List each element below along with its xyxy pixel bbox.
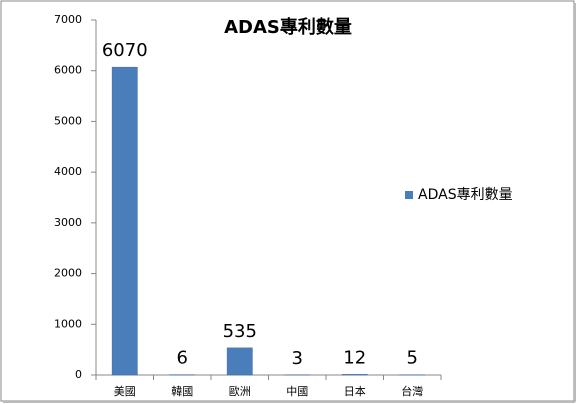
y-tick-label: 4000: [54, 165, 82, 178]
data-label: 5: [407, 348, 418, 369]
x-tick-label: 台灣: [401, 384, 423, 398]
bar: [226, 347, 253, 376]
y-tick-label: 2000: [54, 267, 82, 280]
legend-label: ADAS專利數量: [418, 187, 513, 203]
x-tick-label: 韓國: [171, 385, 193, 398]
data-label: 3: [292, 348, 303, 369]
data-label: 12: [343, 347, 366, 368]
y-tick-label: 6000: [54, 64, 82, 77]
bar: [111, 66, 138, 376]
x-tick-label: 日本: [344, 384, 366, 398]
x-tick-label: 中國: [286, 385, 308, 398]
y-tick-label: 1000: [54, 317, 82, 330]
data-label: 535: [223, 321, 257, 342]
y-tick-label: 0: [75, 368, 82, 381]
x-tick-label: 美國: [114, 385, 136, 398]
chart-title: ADAS專利數量: [224, 16, 352, 38]
data-label: 6070: [102, 40, 148, 61]
legend-swatch: [405, 191, 413, 199]
y-tick-label: 3000: [54, 216, 82, 229]
bar: [341, 374, 368, 376]
data-label: 6: [177, 348, 188, 369]
x-tick-label: 歐洲: [229, 384, 251, 398]
y-tick-label: 7000: [54, 13, 82, 26]
y-tick-label: 5000: [54, 114, 82, 127]
